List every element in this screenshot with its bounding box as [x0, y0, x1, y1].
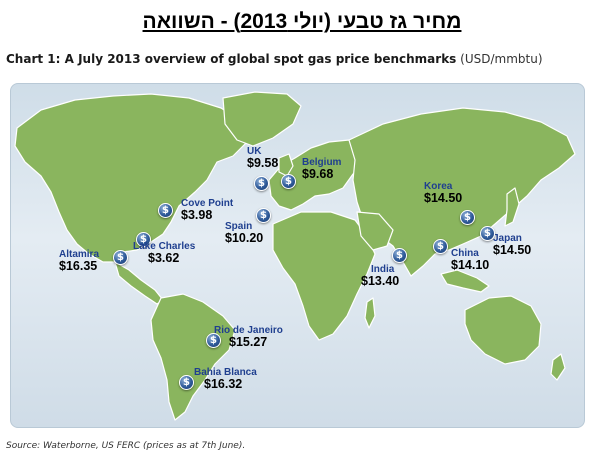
units-label: (USD/mmbtu) [460, 52, 543, 66]
madagascar-landmass [364, 297, 376, 329]
location-label-rio-de-janeiro: Rio de Janeiro $15.27 [214, 325, 283, 350]
location-label-cove-point: Cove Point $3.98 [181, 198, 233, 223]
price-spain: $10.20 [225, 231, 264, 245]
south-america-landmass [150, 293, 236, 421]
location-name-japan: Japan [493, 233, 522, 244]
location-name-uk: UK [247, 146, 262, 157]
source-note: Source: Waterborne, US FERC (prices as a… [6, 441, 246, 451]
africa-landmass [272, 211, 376, 341]
north-america-landmass [14, 93, 250, 263]
location-name-altamira: Altamira [59, 249, 100, 260]
marker-japan[interactable]: $ [480, 226, 495, 241]
marker-belgium[interactable]: $ [281, 174, 296, 189]
location-label-china: China $14.10 [451, 248, 489, 273]
marker-cove-point[interactable]: $ [158, 203, 173, 218]
location-name-china: China [451, 248, 479, 259]
marker-bahia-blanca[interactable]: $ [179, 375, 194, 390]
location-label-korea: Korea $14.50 [424, 181, 462, 206]
location-label-uk: UK $9.58 [247, 146, 278, 171]
marker-uk[interactable]: $ [254, 176, 269, 191]
world-map: UK $9.58 $ $ Belgium $9.68 $ Spain $10.2… [10, 83, 585, 428]
southeast-asia-islands [440, 269, 490, 293]
australia-landmass [464, 295, 542, 365]
location-label-spain: Spain $10.20 [225, 221, 263, 246]
location-name-belgium: Belgium [302, 157, 342, 168]
price-japan: $14.50 [493, 243, 532, 257]
page-title: מחיר גז טבעי (יולי 2013) - השוואה [142, 10, 462, 33]
location-label-india: India $13.40 [361, 264, 399, 289]
location-name-bahia-blanca: Bahia Blanca [194, 367, 257, 378]
greenland-landmass [222, 91, 302, 147]
location-label-altamira: Altamira $16.35 [59, 249, 99, 274]
price-bahia-blanca: $16.32 [204, 377, 243, 391]
arabia-landmass [356, 211, 394, 251]
location-name-spain: Spain [225, 221, 253, 232]
location-name-korea: Korea [424, 181, 453, 192]
marker-rio-de-janeiro[interactable]: $ [206, 333, 221, 348]
japan-landmass [504, 187, 520, 227]
price-india: $13.40 [361, 274, 400, 288]
price-korea: $14.50 [424, 191, 463, 205]
world-map-graphic [14, 91, 576, 421]
marker-lake-charles[interactable]: $ [136, 232, 151, 247]
price-cove-point: $3.98 [181, 208, 213, 222]
central-america-landmass [114, 261, 164, 305]
location-label-lake-charles: Lake Charles $3.62 [133, 241, 195, 266]
location-name-india: India [371, 264, 395, 275]
new-zealand-landmass [550, 353, 566, 381]
location-label-japan: Japan $14.50 [493, 233, 531, 258]
location-label-bahia-blanca: Bahia Blanca $16.32 [194, 367, 257, 392]
location-name-rio-de-janeiro: Rio de Janeiro [214, 325, 283, 336]
marker-india[interactable]: $ [392, 248, 407, 263]
chart-title: Chart 1: A July 2013 overview of global … [6, 52, 457, 66]
location-label-belgium: Belgium $9.68 [302, 157, 341, 182]
price-lake-charles: $3.62 [148, 251, 180, 265]
marker-china[interactable]: $ [433, 239, 448, 254]
price-altamira: $16.35 [59, 259, 98, 273]
price-belgium: $9.68 [302, 167, 334, 181]
price-china: $14.10 [451, 258, 490, 272]
marker-altamira[interactable]: $ [113, 250, 128, 265]
location-name-lake-charles: Lake Charles [133, 241, 196, 252]
price-uk: $9.58 [247, 156, 279, 170]
location-name-cove-point: Cove Point [181, 198, 234, 209]
british-isles-landmass [278, 153, 294, 177]
chart-subtitle: Chart 1: A July 2013 overview of global … [6, 52, 596, 70]
price-rio-de-janeiro: $15.27 [229, 335, 268, 349]
marker-spain[interactable]: $ [256, 208, 271, 223]
marker-korea[interactable]: $ [460, 210, 475, 225]
